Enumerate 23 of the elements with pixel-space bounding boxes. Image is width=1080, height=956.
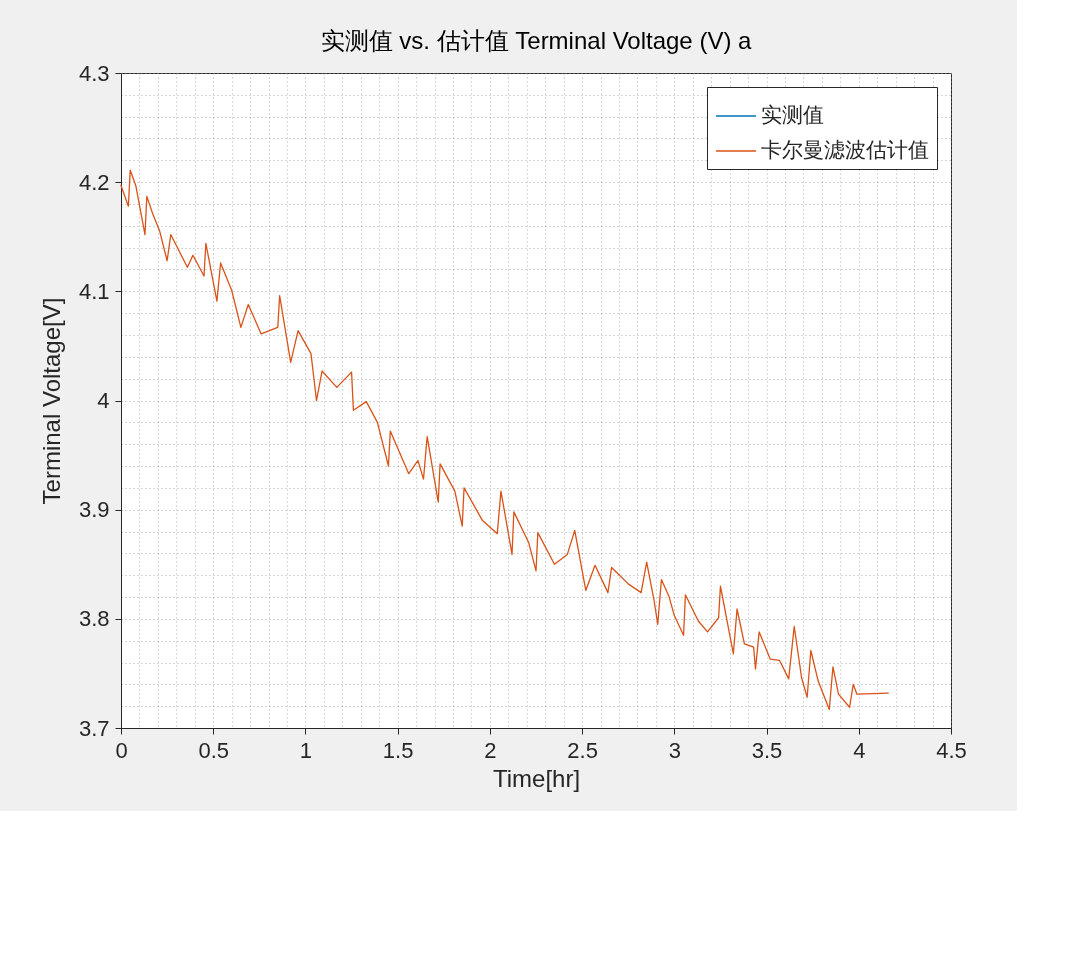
- line-series: [120, 169, 889, 711]
- x-tick-label: 4: [853, 737, 866, 763]
- y-tick-label: 4.1: [78, 278, 110, 304]
- x-tick-label: 2.5: [567, 737, 598, 763]
- y-tick-label: 4: [97, 388, 110, 413]
- legend-label: 实测值: [761, 103, 824, 127]
- x-tick-label: 0.5: [198, 737, 230, 763]
- y-axis-title: Terminal Voltage[V]: [37, 297, 65, 505]
- x-tick-label: 2: [484, 737, 497, 763]
- y-tick-label: 3.8: [78, 606, 110, 632]
- x-tick-label: 1.5: [382, 737, 414, 763]
- x-tick-label: 1: [299, 737, 313, 763]
- x-tick-label: 0: [115, 737, 128, 763]
- x-axis-title: Time[hr]: [492, 764, 581, 792]
- y-tick-label: 4.2: [78, 169, 110, 195]
- legend-label: 卡尔曼滤波估计值: [761, 138, 929, 162]
- x-tick-label: 3.5: [751, 737, 783, 763]
- x-tick-label: 4.5: [936, 737, 967, 763]
- x-tick-label: 3: [668, 737, 681, 763]
- y-tick-label: 3.7: [78, 715, 110, 741]
- chart-title: 实测值 vs. 估计值 Terminal Voltage (V) a: [320, 27, 753, 54]
- y-tick-label: 3.9: [78, 497, 110, 523]
- y-tick-label: 4.3: [78, 60, 110, 86]
